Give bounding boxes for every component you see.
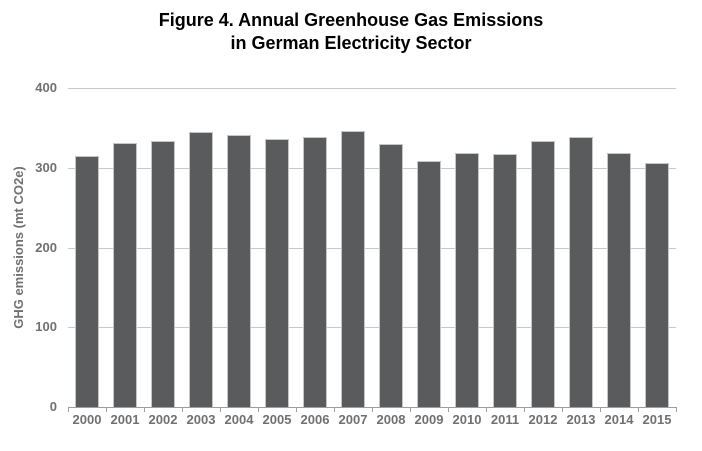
x-tick-mark: [676, 407, 677, 412]
x-tick-mark: [106, 407, 107, 412]
x-tick-label-2015: 2015: [642, 412, 672, 427]
x-tick-mark: [638, 407, 639, 412]
x-tick-mark: [486, 407, 487, 412]
gridline-400: [68, 88, 676, 89]
x-tick-mark: [334, 407, 335, 412]
x-tick-label-2009: 2009: [414, 412, 444, 427]
y-tick-label-200: 200: [35, 239, 57, 255]
bar-2001: [113, 143, 137, 407]
x-tick-label-2006: 2006: [300, 412, 330, 427]
chart-title: Figure 4. Annual Greenhouse Gas Emission…: [0, 9, 702, 55]
plot-area: [68, 88, 676, 407]
x-tick-mark: [144, 407, 145, 412]
gridline-300: [68, 167, 676, 169]
x-tick-label-2005: 2005: [262, 412, 292, 427]
x-tick-label-2001: 2001: [110, 412, 140, 427]
bar-2011: [493, 154, 517, 407]
y-tick-label-100: 100: [35, 319, 57, 335]
x-tick-label-2008: 2008: [376, 412, 406, 427]
gridline-100: [68, 327, 676, 329]
bar-2007: [341, 131, 365, 407]
x-tick-mark: [296, 407, 297, 412]
chart-title-line2: in German Electricity Sector: [230, 33, 472, 53]
x-tick-mark: [524, 407, 525, 412]
x-tick-label-2011: 2011: [490, 412, 520, 427]
x-tick-label-2002: 2002: [148, 412, 178, 427]
gridline-200: [68, 247, 676, 249]
x-tick-mark: [182, 407, 183, 412]
bar-2010: [455, 152, 479, 407]
y-tick-label-300: 300: [35, 159, 57, 175]
x-tick-mark: [372, 407, 373, 412]
x-tick-label-2010: 2010: [452, 412, 482, 427]
bar-2012: [531, 140, 555, 407]
x-tick-label-2012: 2012: [528, 412, 558, 427]
x-tick-label-2000: 2000: [72, 412, 102, 427]
x-tick-label-2014: 2014: [604, 412, 634, 427]
bar-2000: [75, 155, 99, 407]
x-tick-mark: [562, 407, 563, 412]
bar-2002: [151, 141, 175, 407]
bar-2014: [607, 152, 631, 407]
chart-title-line1: Figure 4. Annual Greenhouse Gas Emission…: [158, 10, 544, 30]
x-tick-label-2007: 2007: [338, 412, 368, 427]
bar-2004: [227, 135, 251, 407]
bar-2008: [379, 143, 403, 407]
x-tick-mark: [68, 407, 69, 412]
x-tick-label-2013: 2013: [566, 412, 596, 427]
bar-2006: [303, 137, 327, 407]
x-tick-label-2003: 2003: [186, 412, 216, 427]
bar-2013: [569, 137, 593, 407]
y-tick-label-400: 400: [35, 80, 57, 95]
x-tick-mark: [410, 407, 411, 412]
x-tick-mark: [258, 407, 259, 412]
x-tick-label-2004: 2004: [224, 412, 254, 427]
x-tick-mark: [600, 407, 601, 412]
y-tick-label-0: 0: [49, 399, 57, 414]
bar-2015: [645, 162, 669, 407]
bar-2005: [265, 139, 289, 407]
bar-2009: [417, 161, 441, 407]
bar-2003: [189, 131, 213, 407]
x-tick-mark: [448, 407, 449, 412]
x-tick-mark: [220, 407, 221, 412]
